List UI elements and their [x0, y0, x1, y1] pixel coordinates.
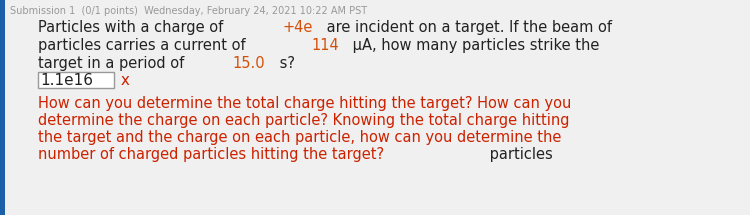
Text: target in a period of: target in a period of	[38, 56, 189, 71]
FancyBboxPatch shape	[38, 72, 115, 88]
Text: s?: s?	[274, 56, 295, 71]
Text: μA, how many particles strike the: μA, how many particles strike the	[348, 38, 599, 53]
FancyBboxPatch shape	[0, 0, 5, 215]
Text: number of charged particles hitting the target?: number of charged particles hitting the …	[38, 147, 384, 162]
Text: 1.1e16: 1.1e16	[40, 73, 93, 88]
Text: the target and the charge on each particle, how can you determine the: the target and the charge on each partic…	[38, 130, 561, 145]
Text: Particles with a charge of: Particles with a charge of	[38, 20, 228, 35]
Text: 15.0: 15.0	[232, 56, 266, 71]
Text: 114: 114	[312, 38, 340, 53]
Text: +4e: +4e	[283, 20, 314, 35]
Text: Submission 1  (0/1 points)  Wednesday, February 24, 2021 10:22 AM PST: Submission 1 (0/1 points) Wednesday, Feb…	[10, 6, 368, 16]
Text: particles carries a current of: particles carries a current of	[38, 38, 251, 53]
Text: x: x	[116, 73, 130, 88]
Text: How can you determine the total charge hitting the target? How can you: How can you determine the total charge h…	[38, 96, 572, 111]
Text: determine the charge on each particle? Knowing the total charge hitting: determine the charge on each particle? K…	[38, 113, 569, 128]
Text: are incident on a target. If the beam of: are incident on a target. If the beam of	[322, 20, 612, 35]
Text: particles: particles	[484, 147, 552, 162]
